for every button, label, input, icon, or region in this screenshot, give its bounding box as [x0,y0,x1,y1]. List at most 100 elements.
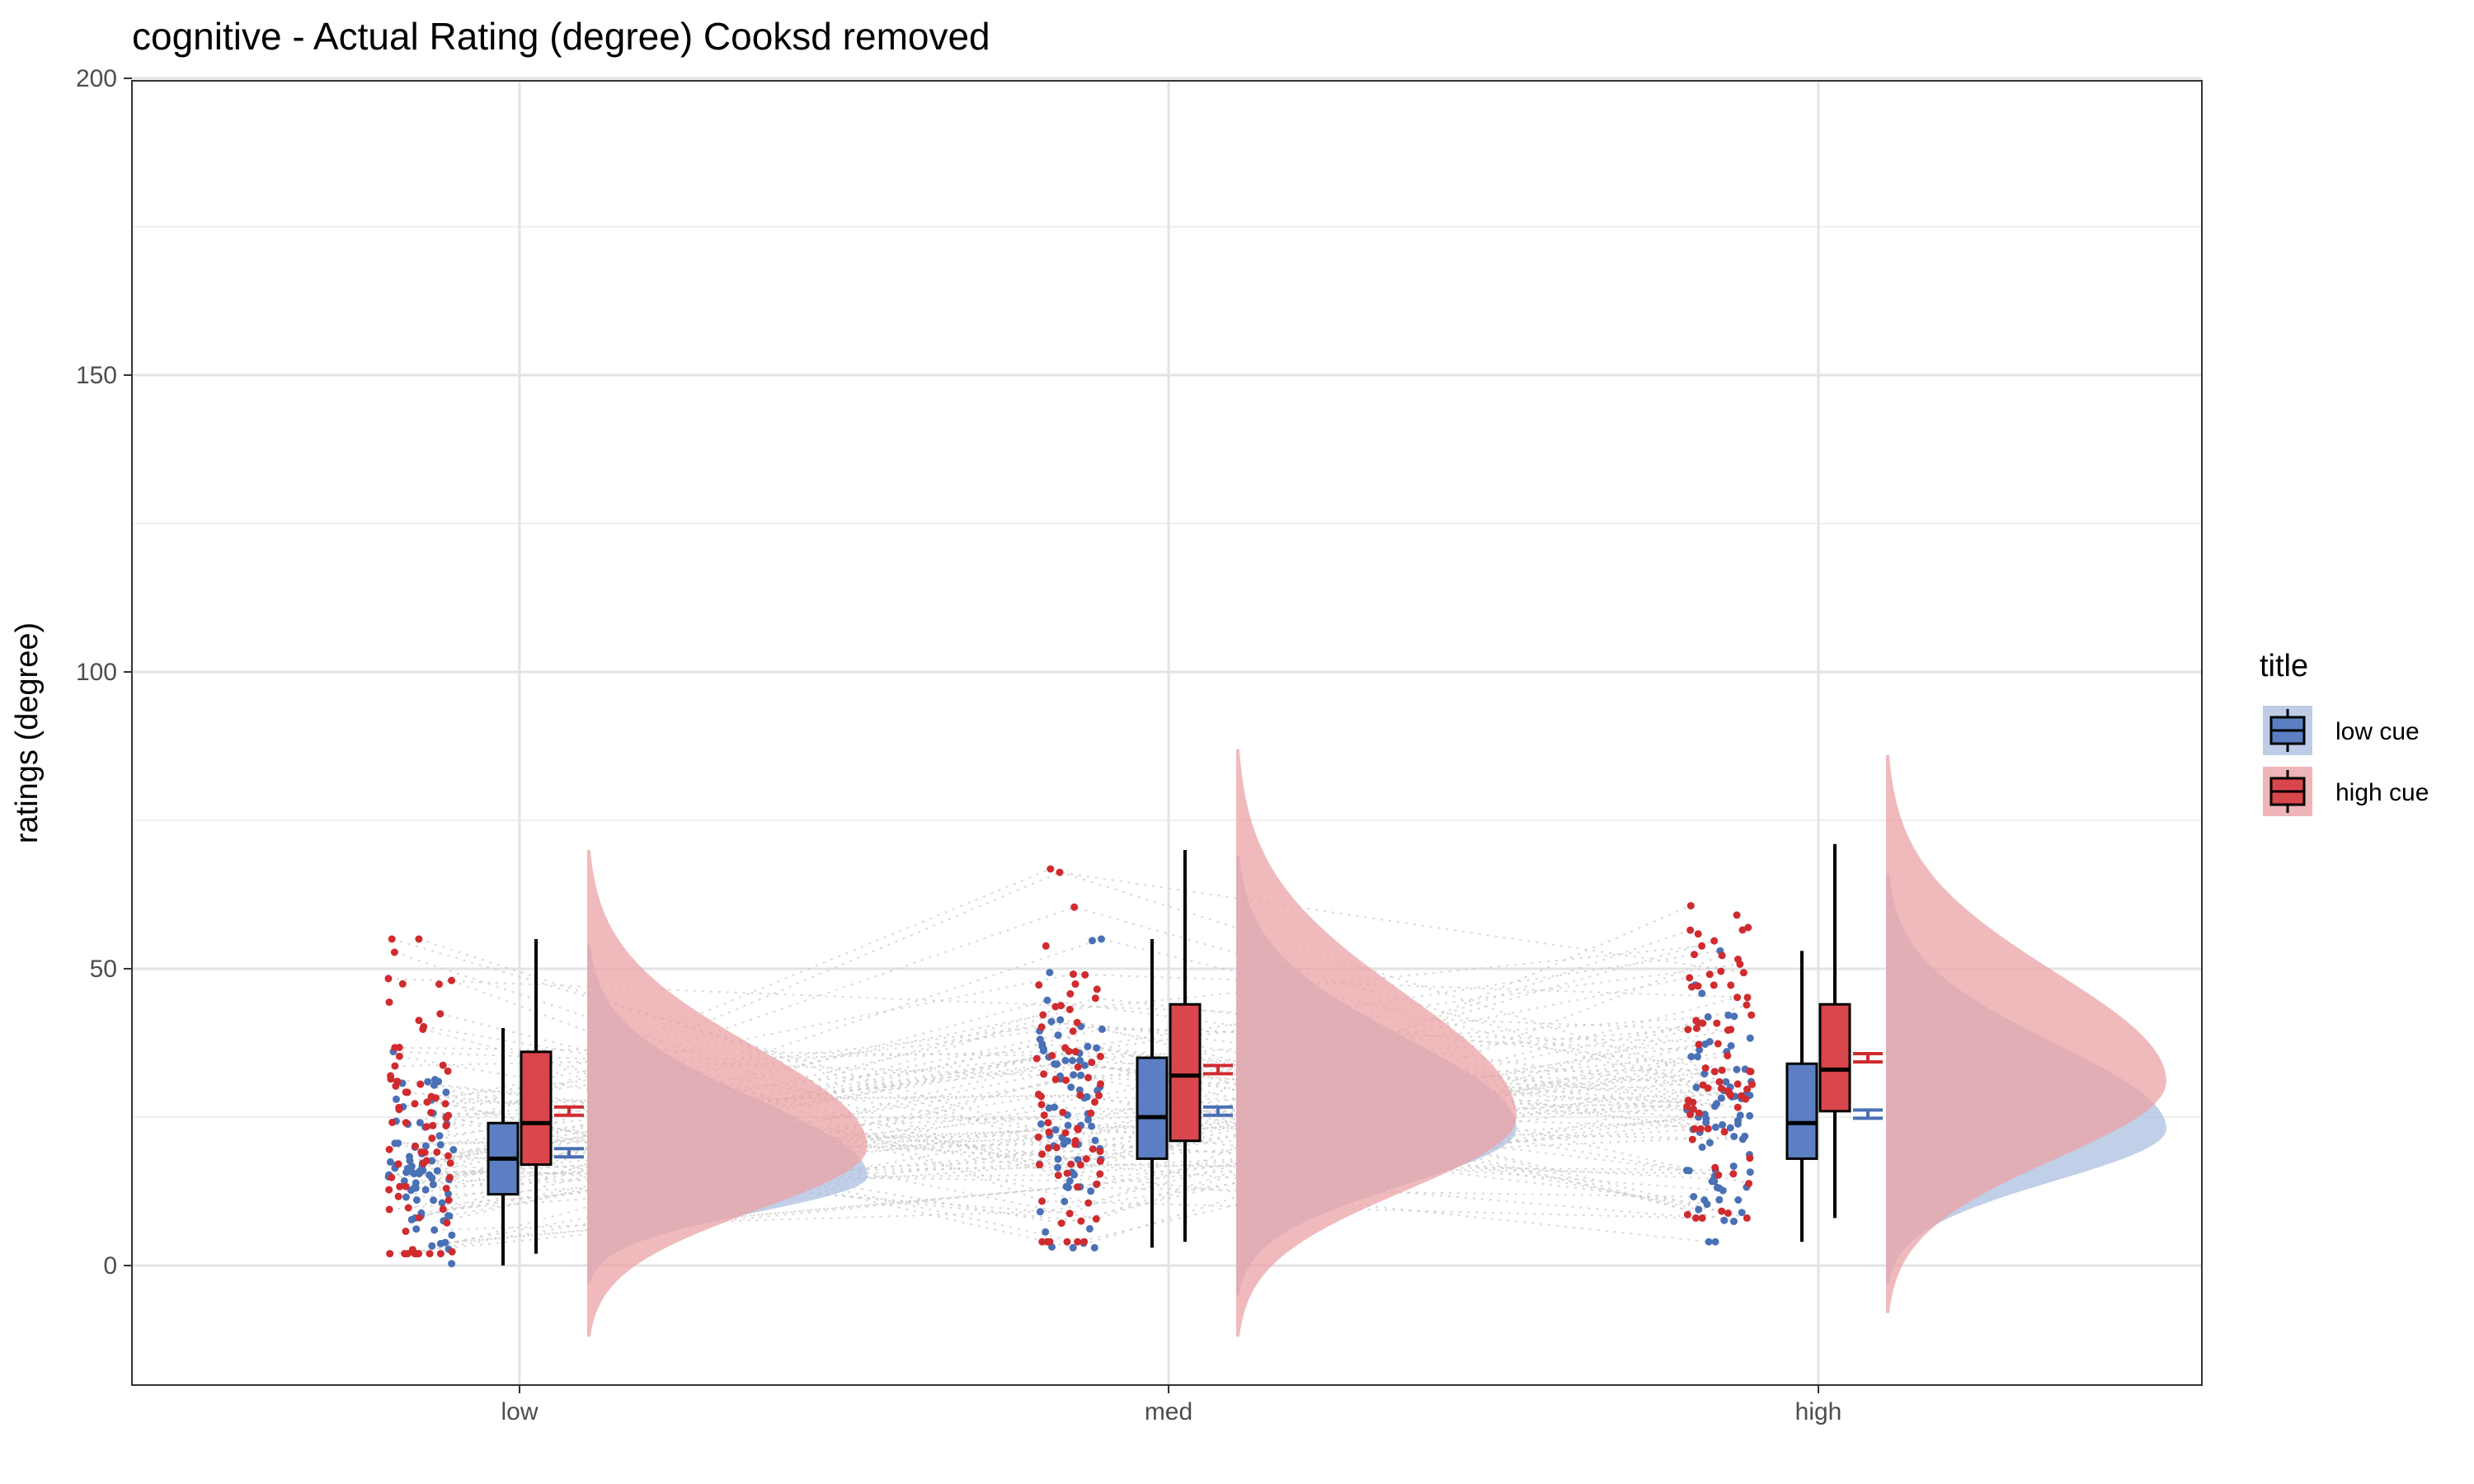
data-point [1040,1111,1048,1120]
data-point [1747,1011,1756,1019]
data-point [439,1061,447,1069]
data-point [1098,1025,1106,1033]
data-point [1048,1051,1056,1059]
data-point [1738,1209,1746,1217]
data-point [1698,1144,1706,1151]
data-point [1720,1216,1729,1224]
data-point [1071,980,1079,989]
subject-line [419,945,1702,1219]
data-point [1087,1109,1095,1117]
data-point [1720,1128,1729,1136]
density-high-cue [1236,749,1517,1337]
data-point [446,1173,454,1181]
data-point [1696,1125,1705,1133]
data-point [1039,1047,1047,1054]
data-point [1696,1046,1704,1054]
data-point [1096,1170,1104,1178]
data-point [403,1164,412,1172]
data-point [1743,1214,1751,1222]
data-point [1032,1054,1041,1063]
data-point [394,1160,402,1168]
data-point [1743,993,1752,1002]
data-point [1071,1048,1079,1056]
data-point [1733,911,1741,919]
data-point [1073,1018,1081,1026]
data-point [1715,1195,1724,1204]
data-point [1074,1125,1082,1134]
data-point [1742,1095,1750,1103]
data-point [398,979,407,988]
x-axis: low med high [501,1385,1841,1425]
data-point [412,1196,421,1205]
data-point [1718,951,1726,960]
data-point [402,1228,410,1235]
data-point [1063,1237,1071,1246]
data-point [429,1121,437,1129]
data-point [429,1181,437,1189]
data-point [442,1121,450,1129]
data-point [1711,1163,1719,1172]
data-point [1098,935,1105,943]
data-point [1700,1196,1709,1204]
data-point [448,1231,456,1239]
data-point [402,1193,410,1201]
data-point [1717,1084,1725,1092]
box-body [520,1050,553,1167]
data-point [444,1152,452,1160]
data-point [1746,1111,1754,1120]
data-point [1061,1129,1070,1137]
data-point [1093,985,1101,993]
data-point [1734,1116,1742,1125]
data-point [448,1247,456,1256]
data-point [1097,1052,1104,1060]
legend-title: title [2260,649,2308,683]
data-point [1066,990,1075,998]
data-point [1688,983,1696,991]
data-point [404,1204,412,1212]
data-point [1034,1133,1042,1141]
data-point [1682,1167,1691,1175]
data-point [1074,1183,1081,1191]
data-point [407,1186,415,1195]
data-point [436,1250,444,1258]
data-point [1045,1128,1053,1136]
data-point [1730,1133,1738,1140]
data-point [415,935,423,943]
data-point [427,1109,435,1116]
data-point [1065,1005,1074,1013]
data-point [1715,1078,1724,1086]
density-high-cue [1886,754,2166,1313]
data-point [387,1072,395,1080]
box-body [1169,1003,1202,1143]
data-point [445,1212,454,1220]
data-point [422,1157,430,1165]
data-point [403,1250,412,1258]
data-point [1722,1078,1730,1086]
data-point [1727,981,1735,989]
data-point [428,1174,436,1182]
data-point [415,1017,423,1025]
data-point [1734,956,1742,963]
x-tick-label: low [501,1398,538,1425]
data-point [428,1242,436,1250]
data-point [430,1196,438,1205]
data-point [1087,1187,1095,1195]
data-point [1718,1066,1726,1074]
data-point [406,1153,413,1161]
data-point [385,1186,393,1194]
data-point [1724,1026,1732,1034]
data-point [1727,1042,1735,1050]
data-point [394,1139,402,1148]
data-point [1091,1098,1098,1106]
data-point [1743,1001,1751,1009]
data-point [1711,1237,1719,1246]
data-point [1746,1034,1754,1042]
data-point [1061,1197,1069,1205]
data-point [1710,937,1719,945]
data-point [1704,1012,1712,1021]
data-point [1044,1119,1052,1127]
data-point [1084,1199,1093,1207]
data-point [1686,926,1695,934]
data-point [1686,974,1694,982]
data-point [1051,1003,1060,1011]
